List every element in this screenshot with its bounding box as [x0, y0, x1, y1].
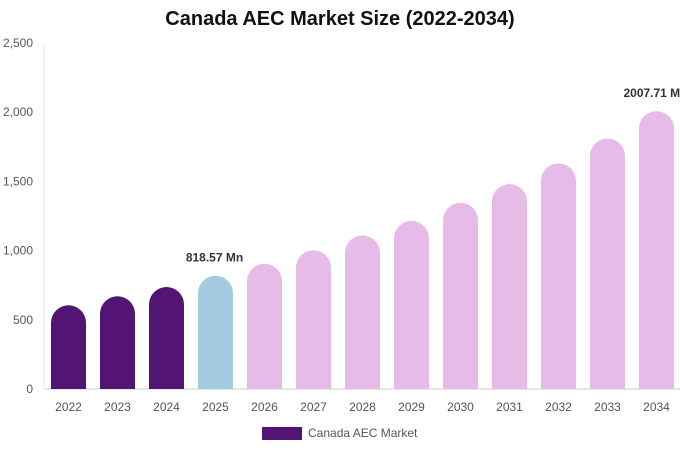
bar-2026 [247, 263, 282, 389]
bar-2028 [345, 235, 380, 389]
y-tick-label: 0 [26, 382, 33, 396]
y-tick-label: 1,000 [3, 244, 33, 258]
x-tick-label: 2030 [447, 400, 474, 414]
x-tick-label: 2034 [643, 400, 670, 414]
bar-2029 [394, 220, 429, 389]
y-tick-label: 2,500 [3, 36, 33, 50]
y-tick-label: 2,000 [3, 105, 33, 119]
x-tick-label: 2027 [300, 400, 327, 414]
chart-title: Canada AEC Market Size (2022-2034) [165, 8, 515, 30]
chart-legend: Canada AEC Market [262, 426, 417, 440]
x-tick-label: 2025 [202, 400, 229, 414]
legend-swatch [262, 426, 302, 440]
bar-2031 [492, 184, 527, 389]
x-tick-label: 2023 [104, 400, 131, 414]
bar-2024 [149, 286, 184, 389]
x-tick-label: 2032 [545, 400, 572, 414]
x-tick-label: 2028 [349, 400, 376, 414]
x-tick-label: 2022 [55, 400, 82, 414]
y-tick-label: 500 [13, 313, 33, 327]
bar-2034 [639, 111, 674, 389]
bar-2032 [541, 163, 576, 389]
x-tick-label: 2024 [153, 400, 180, 414]
x-tick-label: 2029 [398, 400, 425, 414]
legend-label: Canada AEC Market [308, 426, 418, 440]
bar-2025 [198, 275, 233, 389]
bar-2027 [296, 250, 331, 389]
y-tick-label: 1,500 [3, 174, 33, 188]
bar-2022 [51, 305, 86, 389]
x-tick-label: 2026 [251, 400, 278, 414]
x-tick-label: 2031 [496, 400, 523, 414]
bar-2023 [100, 296, 135, 389]
x-tick-label: 2033 [594, 400, 621, 414]
bar-2030 [443, 202, 478, 389]
data-label-2034: 2007.71 Mn [623, 86, 680, 100]
data-label-2025: 818.57 Mn [186, 251, 243, 265]
bar-2033 [590, 138, 625, 389]
